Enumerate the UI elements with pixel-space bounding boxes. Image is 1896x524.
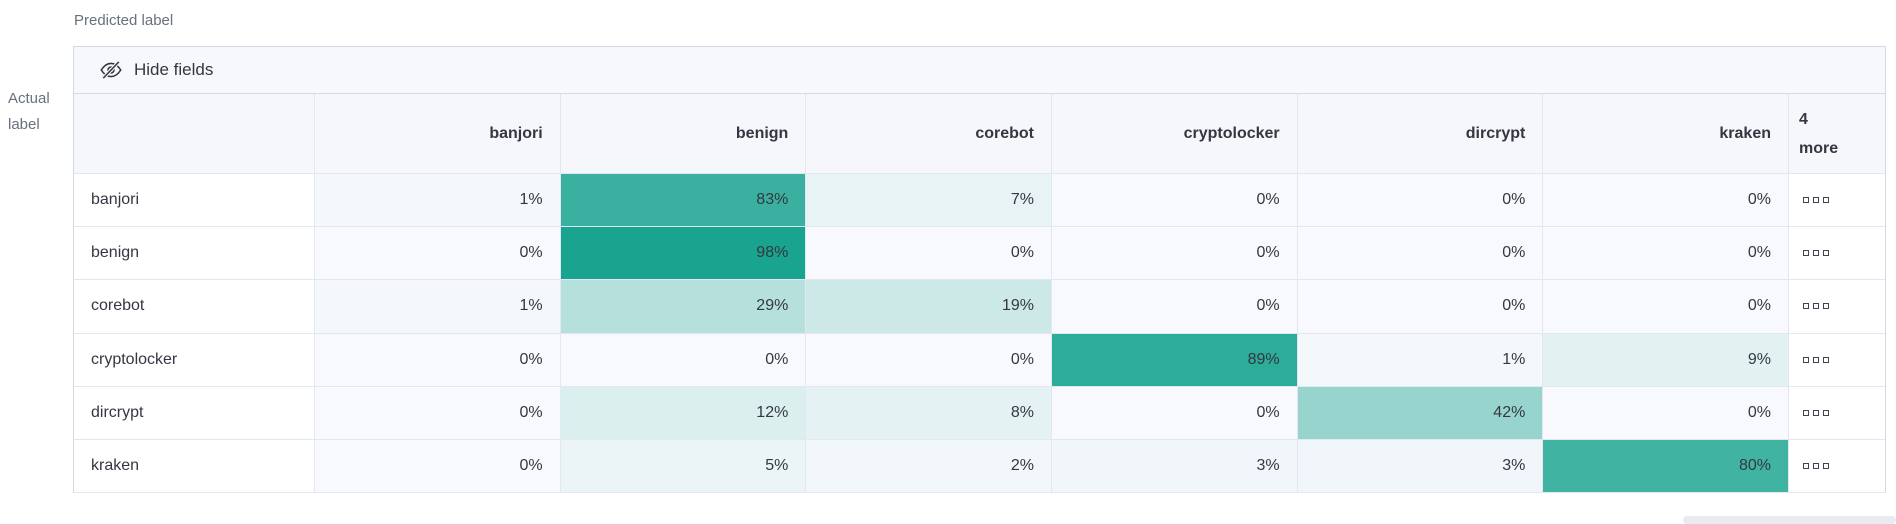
row-label-benign: benign [74,227,315,281]
cell-benign-cryptolocker[interactable]: 0% [1052,227,1298,281]
cell-benign-kraken[interactable]: 0% [1543,227,1789,281]
more-cells-icon [1803,250,1829,257]
more-cells-icon [1803,197,1829,204]
cell-corebot-cryptolocker[interactable]: 0% [1052,280,1298,334]
cell-dircrypt-banjori[interactable]: 0% [315,386,561,440]
cell-corebot-benign[interactable]: 29% [560,280,807,334]
more-columns-cell[interactable] [1789,280,1885,334]
data-grid: Hide fields banjori benign corebot cryptolo… [73,46,1886,493]
cell-dircrypt-dircrypt[interactable]: 42% [1297,386,1544,440]
eye-closed-icon [100,60,122,80]
cell-kraken-benign[interactable]: 5% [560,439,807,493]
column-header-dircrypt[interactable]: dircrypt [1297,94,1544,174]
confusion-matrix-grid: banjori benign corebot cryptolocker dircrypt… [74,94,1885,493]
cell-kraken-dircrypt[interactable]: 3% [1297,439,1544,493]
hide-fields-button[interactable]: Hide fields [100,59,213,81]
cell-banjori-banjori[interactable]: 1% [315,174,561,228]
cell-kraken-banjori[interactable]: 0% [315,439,561,493]
header-corner-cell [74,94,315,174]
cell-cryptolocker-banjori[interactable]: 0% [315,333,561,387]
cell-dircrypt-benign[interactable]: 12% [560,386,807,440]
cell-benign-banjori[interactable]: 0% [315,227,561,281]
row-label-corebot: corebot [74,280,315,334]
cell-benign-corebot[interactable]: 0% [806,227,1052,281]
cell-dircrypt-cryptolocker[interactable]: 0% [1052,386,1298,440]
row-label-kraken: kraken [74,439,315,493]
hidden-columns-header-label: 4 more [1799,110,1839,157]
horizontal-scrollbar-thumb[interactable] [1683,516,1896,524]
cell-kraken-cryptolocker[interactable]: 3% [1052,439,1298,493]
hide-fields-label: Hide fields [134,60,214,79]
cell-kraken-corebot[interactable]: 2% [806,439,1052,493]
row-label-dircrypt: dircrypt [74,386,315,440]
cell-corebot-kraken[interactable]: 0% [1543,280,1789,334]
cell-corebot-banjori[interactable]: 1% [315,280,561,334]
cell-banjori-cryptolocker[interactable]: 0% [1052,174,1298,228]
more-cells-icon [1803,303,1829,310]
column-header-corebot[interactable]: corebot [806,94,1052,174]
cell-cryptolocker-dircrypt[interactable]: 1% [1297,333,1544,387]
cell-banjori-dircrypt[interactable]: 0% [1297,174,1544,228]
cell-dircrypt-corebot[interactable]: 8% [806,386,1052,440]
row-label-banjori: banjori [74,174,315,228]
cell-dircrypt-kraken[interactable]: 0% [1543,386,1789,440]
row-label-cryptolocker: cryptolocker [74,333,315,387]
cell-corebot-dircrypt[interactable]: 0% [1297,280,1544,334]
cell-banjori-benign[interactable]: 83% [560,174,807,228]
actual-axis-label: Actual label [8,90,50,133]
column-header-kraken[interactable]: kraken [1543,94,1789,174]
column-header-cryptolocker[interactable]: cryptolocker [1052,94,1298,174]
more-cells-icon [1803,409,1829,416]
cell-cryptolocker-cryptolocker[interactable]: 89% [1052,333,1298,387]
hidden-columns-header[interactable]: 4 more [1789,94,1885,174]
cell-cryptolocker-kraken[interactable]: 9% [1543,333,1789,387]
more-cells-icon [1803,356,1829,363]
cell-cryptolocker-corebot[interactable]: 0% [806,333,1052,387]
cell-benign-benign[interactable]: 98% [560,227,807,281]
cell-banjori-corebot[interactable]: 7% [806,174,1052,228]
cell-banjori-kraken[interactable]: 0% [1543,174,1789,228]
predicted-axis-label: Predicted label [74,12,174,29]
more-columns-cell[interactable] [1789,439,1885,493]
cell-cryptolocker-benign[interactable]: 0% [560,333,807,387]
column-header-banjori[interactable]: banjori [315,94,561,174]
cell-corebot-corebot[interactable]: 19% [806,280,1052,334]
more-cells-icon [1803,462,1829,469]
cell-benign-dircrypt[interactable]: 0% [1297,227,1544,281]
grid-toolbar: Hide fields [74,47,1885,94]
more-columns-cell[interactable] [1789,386,1885,440]
more-columns-cell[interactable] [1789,227,1885,281]
more-columns-cell[interactable] [1789,333,1885,387]
cell-kraken-kraken[interactable]: 80% [1543,439,1789,493]
column-header-benign[interactable]: benign [560,94,807,174]
more-columns-cell[interactable] [1789,174,1885,228]
